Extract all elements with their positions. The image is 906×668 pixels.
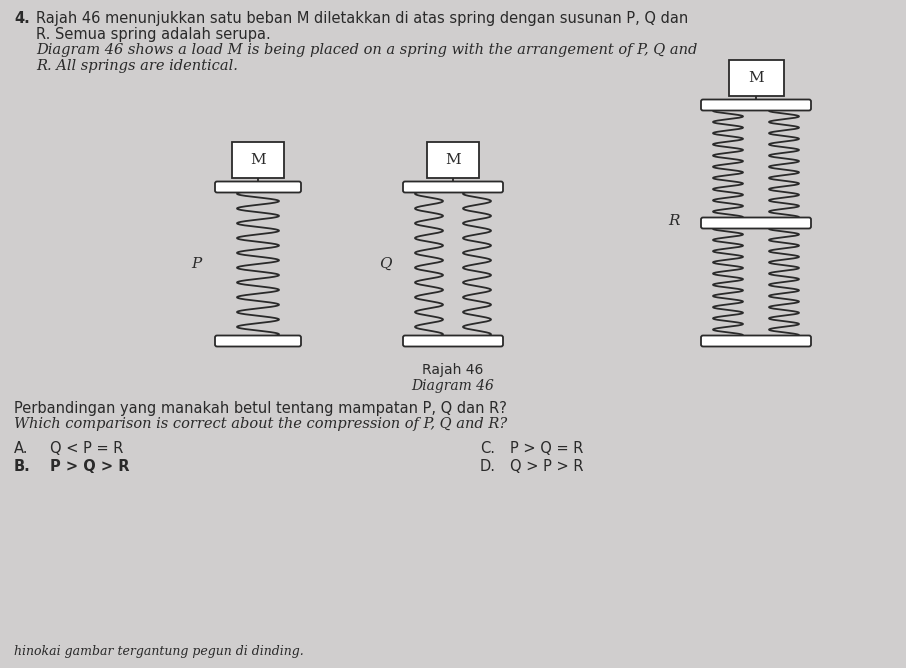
FancyBboxPatch shape (215, 335, 301, 347)
Text: A.: A. (14, 441, 28, 456)
Text: M: M (748, 71, 764, 85)
FancyBboxPatch shape (701, 218, 811, 228)
Text: P > Q > R: P > Q > R (50, 459, 130, 474)
FancyBboxPatch shape (701, 335, 811, 347)
Text: Diagram 46: Diagram 46 (411, 379, 495, 393)
Text: P > Q = R: P > Q = R (510, 441, 583, 456)
Text: R. Semua spring adalah serupa.: R. Semua spring adalah serupa. (36, 27, 271, 42)
Text: 4.: 4. (14, 11, 30, 26)
Text: Rajah 46 menunjukkan satu beban M diletakkan di atas spring dengan susunan P, Q : Rajah 46 menunjukkan satu beban M dileta… (36, 11, 689, 26)
Text: M: M (445, 153, 461, 167)
Text: Diagram 46 shows a load M is being placed on a spring with the arrangement of P,: Diagram 46 shows a load M is being place… (36, 43, 698, 57)
Bar (427, 142, 479, 178)
Bar (728, 60, 784, 96)
Text: M: M (250, 153, 265, 167)
Text: Q < P = R: Q < P = R (50, 441, 123, 456)
Text: hinokai gambar tergantung pegun di dinding.: hinokai gambar tergantung pegun di dindi… (14, 645, 304, 658)
FancyBboxPatch shape (403, 335, 503, 347)
Text: D.: D. (480, 459, 496, 474)
Bar (232, 142, 284, 178)
Text: P: P (191, 257, 201, 271)
FancyBboxPatch shape (403, 182, 503, 192)
Text: Q > P > R: Q > P > R (510, 459, 583, 474)
FancyBboxPatch shape (215, 182, 301, 192)
Text: Q: Q (379, 257, 391, 271)
Text: R: R (669, 214, 680, 228)
FancyBboxPatch shape (701, 100, 811, 110)
Text: Rajah 46: Rajah 46 (422, 363, 484, 377)
Text: Which comparison is correct about the compression of P, Q and R?: Which comparison is correct about the co… (14, 417, 507, 431)
Text: B.: B. (14, 459, 31, 474)
Text: R. All springs are identical.: R. All springs are identical. (36, 59, 238, 73)
Text: Perbandingan yang manakah betul tentang mampatan P, Q dan R?: Perbandingan yang manakah betul tentang … (14, 401, 506, 416)
Text: C.: C. (480, 441, 495, 456)
